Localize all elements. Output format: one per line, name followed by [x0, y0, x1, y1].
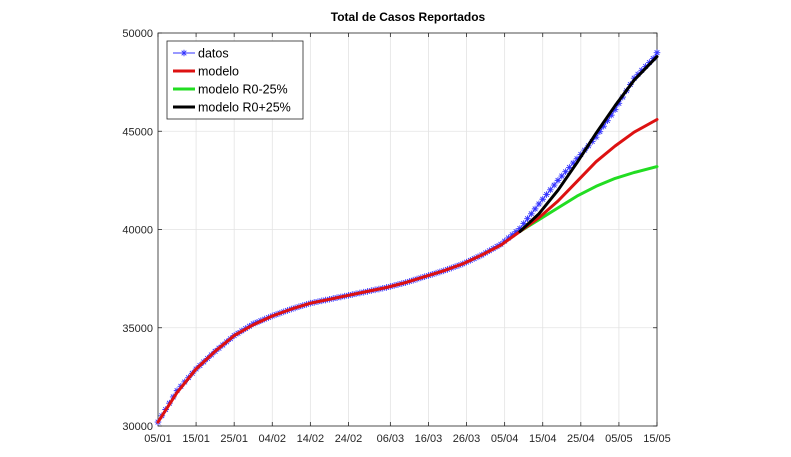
data-point	[566, 164, 573, 171]
data-point	[592, 133, 600, 141]
legend-item: modelo R0+25%	[173, 101, 291, 115]
legend-item: modelo R0-25%	[173, 83, 288, 97]
x-axis: 05/01 15/01 25/01 04/02 14/02 24/02 06/03 16/03…	[144, 433, 671, 445]
data-point	[562, 168, 569, 176]
data-point	[611, 106, 619, 113]
y-tick-label: 50000	[122, 28, 153, 40]
x-tick-label: 05/04	[491, 433, 519, 445]
x-tick-label: 05/05	[605, 433, 633, 445]
data-point	[550, 181, 558, 189]
data-point	[527, 210, 535, 218]
data-point	[520, 220, 527, 227]
x-tick-label: 14/02	[297, 433, 325, 445]
data-point	[615, 100, 623, 107]
x-tick-label: 15/05	[643, 433, 671, 445]
data-point	[535, 200, 543, 208]
y-tick-label: 35000	[122, 323, 153, 335]
data-point	[508, 231, 516, 239]
y-axis: 30000 35000 40000 45000 50000	[122, 28, 153, 433]
data-point	[180, 49, 188, 57]
data-point	[573, 155, 581, 163]
x-tick-label: 24/02	[335, 433, 363, 445]
legend-label: datos	[198, 47, 229, 61]
legend-item: datos	[173, 47, 229, 61]
legend-label: modelo R0-25%	[198, 83, 288, 97]
data-point	[607, 111, 615, 119]
x-tick-label: 25/01	[220, 433, 248, 445]
data-point	[531, 205, 539, 213]
data-point	[554, 177, 562, 184]
x-tick-label: 06/03	[377, 433, 405, 445]
axis-ticks	[157, 32, 658, 427]
x-tick-label: 05/01	[144, 433, 172, 445]
y-tick-label: 30000	[122, 421, 153, 433]
data-point	[596, 128, 604, 135]
series-modelo-r0-25	[518, 165, 659, 233]
x-tick-label: 26/03	[453, 433, 481, 445]
x-tick-label: 15/04	[529, 433, 557, 445]
data-point	[558, 172, 566, 180]
y-tick-label: 40000	[122, 225, 153, 237]
series-layer	[154, 49, 661, 426]
series-modelo	[156, 118, 659, 424]
data-point	[604, 117, 611, 124]
x-tick-label: 25/04	[567, 433, 595, 445]
chart-title: Total de Casos Reportados	[331, 10, 486, 24]
y-tick-label: 45000	[122, 126, 153, 138]
legend-label: modelo R0+25%	[198, 101, 291, 115]
series-line	[518, 55, 659, 233]
data-point	[543, 191, 550, 198]
series-modelo-r0-25	[518, 55, 659, 233]
data-point	[569, 159, 577, 167]
legend: datos modelo modelo R0-25% modelo R0+25%	[166, 40, 304, 120]
data-point	[539, 195, 547, 203]
series-line	[156, 118, 659, 424]
data-point	[524, 215, 531, 222]
data-point	[547, 186, 554, 194]
data-point	[600, 122, 607, 130]
data-point	[512, 228, 520, 235]
x-tick-label: 16/03	[415, 433, 443, 445]
x-tick-label: 15/01	[182, 433, 210, 445]
legend-label: modelo	[198, 65, 239, 79]
data-point	[516, 225, 524, 232]
data-point	[653, 49, 661, 56]
x-tick-label: 04/02	[259, 433, 287, 445]
legend-item: modelo	[173, 65, 239, 79]
series-line	[518, 165, 659, 233]
